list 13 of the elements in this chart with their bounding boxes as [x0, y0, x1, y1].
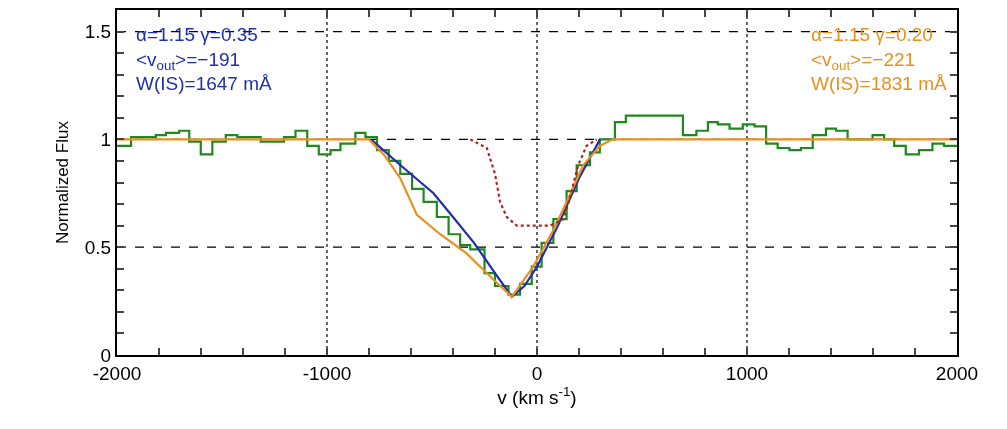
x-axis-title: v (km s$^{-1}$)	[497, 383, 577, 408]
y-tick-label: 1	[100, 129, 112, 151]
annotation: α=1.15 γ=0.20 <v$_{out}$>=−221 W(IS)=1831 mÅ	[811, 24, 948, 95]
annotation: α=1.15 γ=0.35 <v$_{out}$>=−191 W(IS)=1647 mÅ	[136, 24, 273, 95]
line-series	[370, 138, 602, 298]
x-tick-label: 1000	[725, 362, 769, 384]
y-axis-title: Normalized Flux	[52, 120, 72, 244]
x-tick-label: 0	[531, 362, 543, 384]
y-tick-label: 0.5	[84, 236, 112, 258]
y-tick-label: 1.5	[84, 21, 112, 43]
x-tick-label: -1000	[302, 362, 352, 384]
line-series	[469, 138, 598, 227]
x-tick-label: 2000	[935, 362, 979, 384]
